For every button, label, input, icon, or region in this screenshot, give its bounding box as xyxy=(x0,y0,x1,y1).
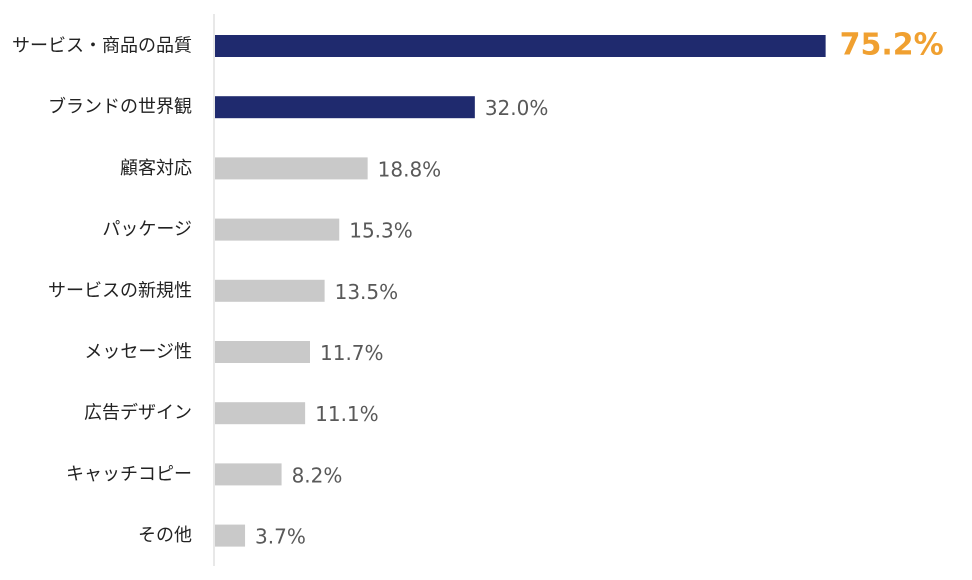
bar-6 xyxy=(215,341,311,363)
value-label-8: 8.2% xyxy=(292,463,343,487)
bar-4 xyxy=(215,218,340,241)
category-label-3: 顧客対応 xyxy=(120,158,192,179)
category-label-1: サービス・商品の品質 xyxy=(12,36,192,57)
value-label-4: 15.3% xyxy=(349,219,413,243)
value-label-3: 18.8% xyxy=(378,157,442,181)
category-label-4: パッケージ xyxy=(102,219,192,240)
bar-5 xyxy=(215,279,325,302)
bar-2 xyxy=(215,96,475,119)
bar-7 xyxy=(215,402,306,425)
category-label-2: ブランドの世界観 xyxy=(48,96,192,118)
value-labels-group: 75.2% 32.0% 18.8% 15.3% 13.5% 11.7% 11.1% 8.2% 3… xyxy=(255,28,944,549)
value-label-9: 3.7% xyxy=(255,525,306,549)
bar-9 xyxy=(215,524,246,547)
value-label-5: 13.5% xyxy=(335,280,399,304)
bars-group xyxy=(215,35,826,547)
value-label-1: 75.2% xyxy=(840,28,944,63)
category-label-6: メッセージ性 xyxy=(84,342,192,363)
bar-1 xyxy=(215,35,826,57)
category-label-8: キャッチコピー xyxy=(66,464,192,485)
category-label-9: その他 xyxy=(138,525,192,546)
category-label-7: 広告デザイン xyxy=(84,403,192,424)
value-label-2: 32.0% xyxy=(485,96,549,120)
bar-8 xyxy=(215,463,282,486)
category-label-5: サービスの新規性 xyxy=(48,280,192,301)
category-labels-group: サービス・商品の品質ブランドの世界観顧客対応パッケージサービスの新規性メッセージ… xyxy=(12,36,192,547)
bar-3 xyxy=(215,157,368,180)
value-label-6: 11.7% xyxy=(320,341,384,365)
value-label-7: 11.1% xyxy=(315,402,379,426)
